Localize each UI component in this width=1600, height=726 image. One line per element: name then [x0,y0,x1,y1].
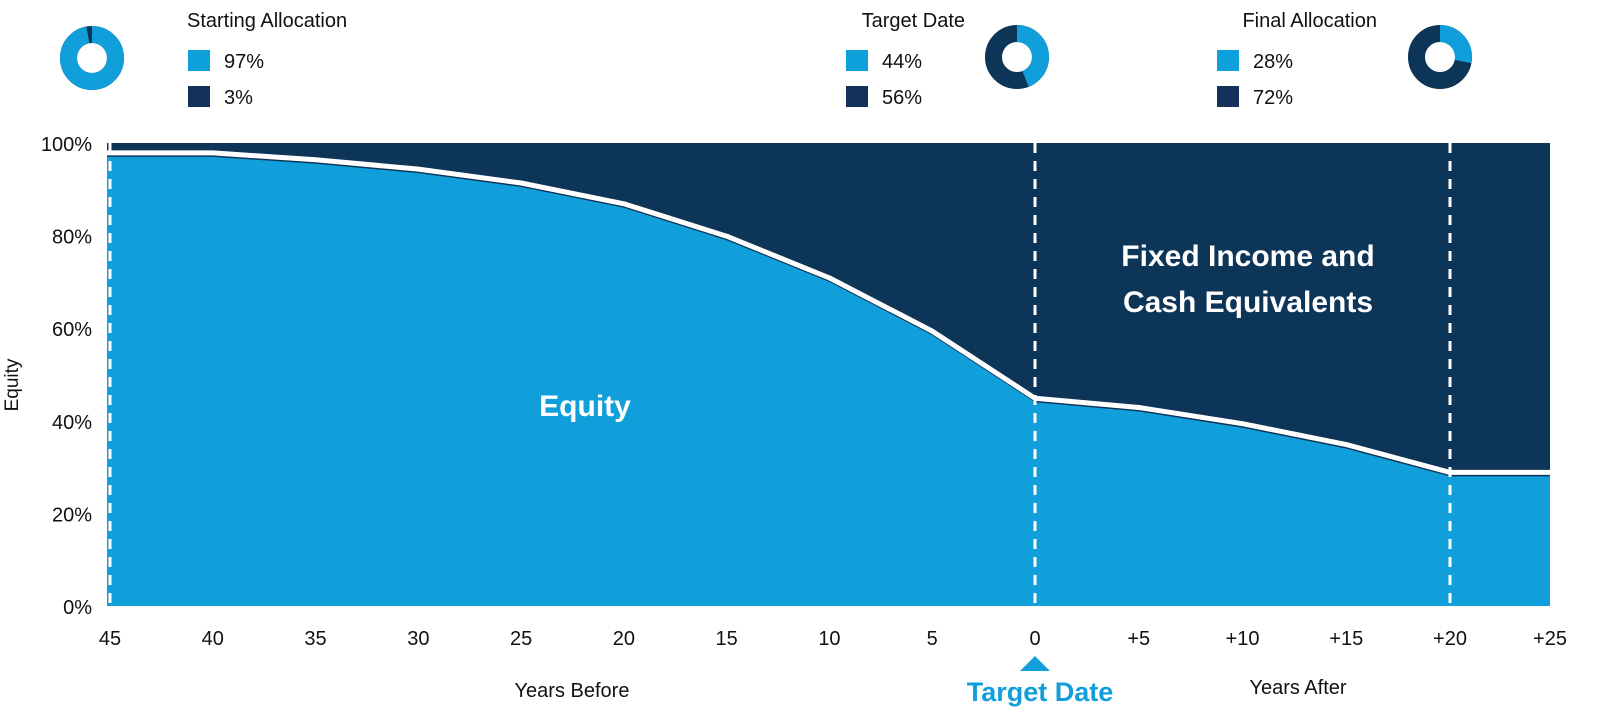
x-tick-label: +5 [1127,628,1150,650]
x-tick-label: +15 [1329,628,1363,650]
legend-fixed-pct: 72% [1253,87,1293,109]
donut-equity-slice [985,25,1049,89]
x-tick-label: +10 [1226,628,1260,650]
y-tick-label: 20% [52,504,92,526]
x-tick-label: 30 [407,628,429,650]
legend-fixed-pct: 3% [224,87,253,109]
x-tick-label: +25 [1533,628,1567,650]
legend-fixed-swatch [1217,86,1239,107]
target-date-label: Target Date [967,677,1114,707]
x-tick-label: 25 [510,628,532,650]
y-tick-label: 40% [52,412,92,434]
y-tick-label: 100% [41,134,92,156]
fixed-income-label-line1: Fixed Income and [1121,240,1374,273]
legend-fixed-swatch [188,86,210,107]
legend-equity-pct: 44% [882,51,922,73]
allocation-donut-group: Target Date 44% 56% [846,10,1049,109]
x-tick-label: 5 [927,628,938,650]
x-tick-label: 10 [818,628,840,650]
x-axis-label-after: Years After [1249,677,1346,699]
donut-title: Target Date [862,10,965,32]
equity-area-label: Equity [539,390,631,423]
y-axis-label: Equity [2,358,23,411]
y-tick-label: 60% [52,319,92,341]
x-tick-label: 15 [716,628,738,650]
donut-equity-slice [60,26,124,90]
legend-equity-swatch [188,50,210,71]
x-tick-label: 0 [1029,628,1040,650]
equity-glide-line [107,150,1550,475]
x-tick-label: 20 [613,628,635,650]
legend-equity-pct: 97% [224,51,264,73]
x-tick-label: 35 [304,628,326,650]
equity-area [107,156,1550,606]
fixed-income-label-line2: Cash Equivalents [1123,286,1373,319]
y-tick-label: 0% [63,597,92,619]
x-tick-label: 40 [202,628,224,650]
legend-equity-swatch [846,50,868,71]
legend-fixed-pct: 56% [882,87,922,109]
donut-title: Final Allocation [1242,10,1377,32]
allocation-donut-group: Starting Allocation 97% 3% [60,10,347,109]
legend-equity-swatch [1217,50,1239,71]
y-tick-label: 80% [52,227,92,249]
donut-equity-slice [1408,25,1472,89]
allocation-donut-group: Final Allocation 28% 72% [1217,10,1472,109]
legend-fixed-swatch [846,86,868,107]
legend-equity-pct: 28% [1253,51,1293,73]
target-date-marker-icon [1020,656,1050,671]
donut-title: Starting Allocation [187,10,347,32]
x-tick-label: 45 [99,628,121,650]
x-tick-label: +20 [1433,628,1467,650]
x-axis-label-before: Years Before [515,680,630,702]
